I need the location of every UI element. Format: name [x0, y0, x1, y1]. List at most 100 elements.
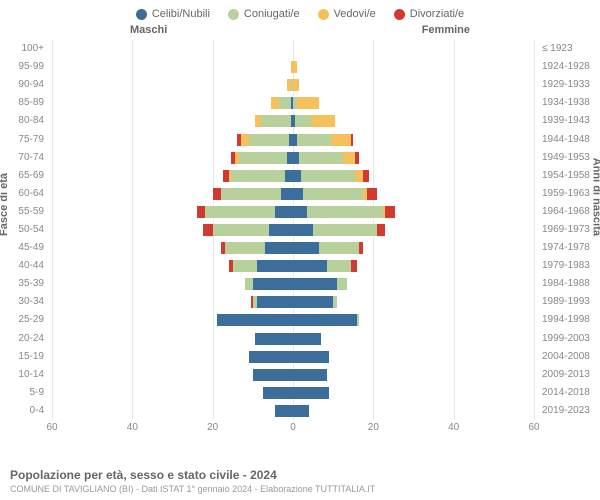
birth-label: 2004-2008: [538, 352, 600, 362]
bar-female: [293, 115, 534, 127]
bar-segment: [217, 314, 293, 326]
bar-segment: [297, 134, 331, 146]
birth-label: 2019-2023: [538, 406, 600, 416]
pyramid-row: [52, 187, 534, 201]
pyramid-row: [52, 332, 534, 346]
age-label: 55-59: [0, 207, 48, 217]
bar-female: [293, 188, 534, 200]
bar-segment: [253, 278, 293, 290]
bar-male: [52, 369, 293, 381]
bar-segment: [293, 79, 299, 91]
bar-segment: [249, 134, 289, 146]
grid-line: [534, 40, 535, 420]
pyramid-row: [52, 205, 534, 219]
bar-segment: [385, 206, 395, 218]
pyramid-row: [52, 295, 534, 309]
bar-segment: [197, 206, 205, 218]
bar-segment: [253, 369, 293, 381]
birth-label: 2009-2013: [538, 370, 600, 380]
pyramid-row: [52, 42, 534, 56]
bar-female: [293, 170, 534, 182]
chart-area: Fasce di età Anni di nascita 100+95-9990…: [0, 40, 600, 440]
birth-label: 1974-1978: [538, 243, 600, 253]
bar-segment: [213, 188, 221, 200]
legend-dot: [394, 9, 405, 20]
age-label: 90-94: [0, 80, 48, 90]
bar-segment: [363, 170, 369, 182]
bar-female: [293, 296, 534, 308]
bar-segment: [293, 278, 337, 290]
age-label: 35-39: [0, 279, 48, 289]
bar-male: [52, 387, 293, 399]
bar-segment: [297, 97, 319, 109]
bar-segment: [311, 115, 335, 127]
x-tick: 60: [528, 422, 539, 433]
bar-segment: [293, 206, 307, 218]
bar-female: [293, 333, 534, 345]
bar-segment: [203, 224, 213, 236]
bar-segment: [333, 296, 337, 308]
bar-segment: [293, 405, 309, 417]
bar-segment: [293, 260, 327, 272]
legend-label: Coniugati/e: [244, 8, 300, 20]
bar-segment: [233, 260, 257, 272]
legend: Celibi/Nubili Coniugati/e Vedovi/e Divorzia…: [0, 0, 600, 24]
bar-female: [293, 369, 534, 381]
birth-label: 1984-1988: [538, 279, 600, 289]
pyramid-row: [52, 169, 534, 183]
age-label: 30-34: [0, 297, 48, 307]
bar-segment: [281, 188, 293, 200]
bar-male: [52, 296, 293, 308]
x-axis: 6040200204060: [52, 422, 534, 438]
pyramid-row: [52, 133, 534, 147]
legend-label: Divorziati/e: [410, 8, 464, 20]
bar-segment: [293, 314, 357, 326]
bar-segment: [245, 278, 253, 290]
age-label: 0-4: [0, 406, 48, 416]
bar-segment: [239, 152, 287, 164]
bar-female: [293, 134, 534, 146]
bar-segment: [307, 206, 383, 218]
pyramid-row: [52, 96, 534, 110]
pyramid-row: [52, 223, 534, 237]
age-label: 100+: [0, 44, 48, 54]
legend-label: Vedovi/e: [334, 8, 376, 20]
bar-male: [52, 206, 293, 218]
birth-label: 1934-1938: [538, 98, 600, 108]
bar-segment: [279, 97, 291, 109]
bar-segment: [337, 278, 347, 290]
pyramid-row: [52, 114, 534, 128]
bar-segment: [293, 369, 327, 381]
bar-male: [52, 170, 293, 182]
bar-female: [293, 314, 534, 326]
birth-label: 1959-1963: [538, 189, 600, 199]
bar-segment: [319, 242, 359, 254]
age-label: 5-9: [0, 388, 48, 398]
age-label: 65-69: [0, 171, 48, 181]
bar-male: [52, 79, 293, 91]
age-label: 15-19: [0, 352, 48, 362]
birth-label: 1969-1973: [538, 225, 600, 235]
pyramid-row: [52, 350, 534, 364]
y-axis-left: 100+95-9990-9485-8980-8475-7970-7465-696…: [0, 40, 48, 420]
legend-label: Celibi/Nubili: [152, 8, 210, 20]
bar-segment: [269, 224, 293, 236]
bar-segment: [213, 224, 269, 236]
bar-female: [293, 260, 534, 272]
bar-male: [52, 333, 293, 345]
bar-segment: [293, 242, 319, 254]
age-label: 25-29: [0, 315, 48, 325]
age-label: 95-99: [0, 62, 48, 72]
bar-segment: [357, 314, 359, 326]
pyramid-row: [52, 277, 534, 291]
age-label: 80-84: [0, 116, 48, 126]
pyramid-row: [52, 404, 534, 418]
header-male: Maschi: [130, 24, 167, 36]
birth-label: 1989-1993: [538, 297, 600, 307]
birth-label: 1954-1958: [538, 171, 600, 181]
bar-female: [293, 405, 534, 417]
bar-segment: [299, 152, 343, 164]
legend-item: Coniugati/e: [228, 8, 300, 20]
bar-segment: [293, 61, 297, 73]
bar-male: [52, 152, 293, 164]
